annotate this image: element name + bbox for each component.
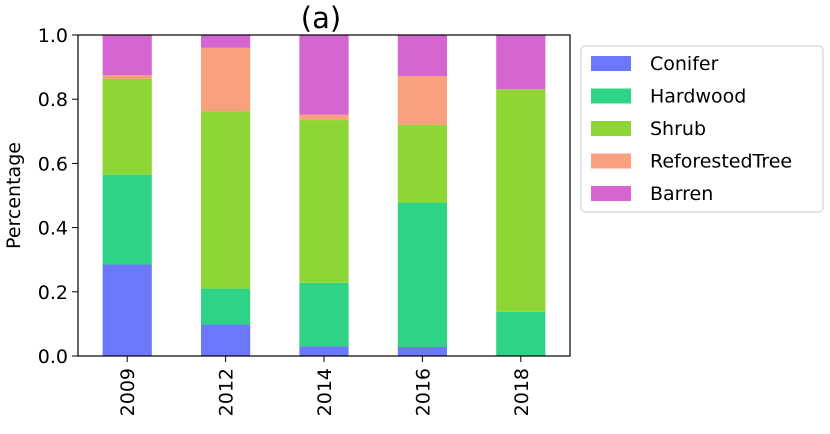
bar-barren-2012: [201, 35, 251, 48]
legend-box: [580, 45, 824, 213]
legend-label-hardwood: Hardwood: [650, 86, 746, 108]
legend-label-shrub: Shrub: [650, 118, 706, 140]
bar-shrub-2016: [397, 124, 447, 203]
x-tick-label: 2016: [412, 368, 434, 416]
bar-hardwood-2012: [201, 288, 251, 325]
bar-shrub-2018: [496, 89, 546, 312]
legend-label-reforestedtree: ReforestedTree: [650, 151, 792, 173]
bar-hardwood-2009: [102, 174, 152, 265]
legend-label-barren: Barren: [650, 183, 713, 205]
x-axis: 2009 2012 2014 2016 2018: [117, 356, 533, 416]
chart-title: (a): [301, 1, 341, 35]
bar-conifer-2009: [102, 264, 152, 356]
y-axis: 0.0 0.2 0.4 0.6 0.8 1.0: [38, 25, 78, 368]
y-tick-label: 0.0: [38, 346, 68, 368]
legend-swatch-hardwood: [591, 88, 631, 104]
bar-barren-2016: [397, 35, 447, 77]
y-tick-label: 0.6: [38, 153, 68, 175]
bar-reforestedtree-2012: [201, 47, 251, 112]
legend: Conifer Hardwood Shrub ReforestedTree Barren: [580, 45, 824, 213]
bar-conifer-2016: [397, 347, 447, 356]
bar-shrub-2014: [299, 120, 349, 283]
y-tick-label: 0.2: [38, 282, 68, 304]
bar-reforestedtree-2009: [102, 75, 152, 79]
bar-shrub-2009: [102, 78, 152, 175]
bars-group: [102, 35, 546, 356]
y-tick-label: 1.0: [38, 25, 68, 47]
legend-swatch-conifer: [591, 56, 631, 71]
x-tick-label: 2018: [511, 368, 533, 416]
y-axis-label: Percentage: [3, 142, 25, 249]
legend-swatch-barren: [591, 186, 631, 201]
y-tick-label: 0.4: [38, 218, 68, 240]
bar-hardwood-2016: [397, 202, 447, 348]
x-tick-label: 2012: [216, 368, 238, 416]
y-tick-label: 0.8: [38, 89, 68, 111]
bar-reforestedtree-2014: [299, 114, 349, 121]
x-tick-label: 2014: [314, 368, 336, 416]
bar-hardwood-2014: [299, 282, 349, 347]
legend-swatch-shrub: [591, 121, 631, 136]
bar-barren-2009: [102, 35, 152, 76]
legend-swatch-reforestedtree: [591, 153, 631, 169]
x-tick-label: 2009: [117, 368, 139, 416]
bar-hardwood-2018: [496, 311, 546, 356]
bar-barren-2014: [299, 35, 349, 115]
legend-label-conifer: Conifer: [650, 53, 719, 75]
bar-barren-2018: [496, 35, 546, 90]
bar-conifer-2014: [299, 346, 349, 356]
bar-conifer-2012: [201, 324, 251, 356]
bar-reforestedtree-2016: [397, 76, 447, 125]
bar-shrub-2012: [201, 111, 251, 289]
